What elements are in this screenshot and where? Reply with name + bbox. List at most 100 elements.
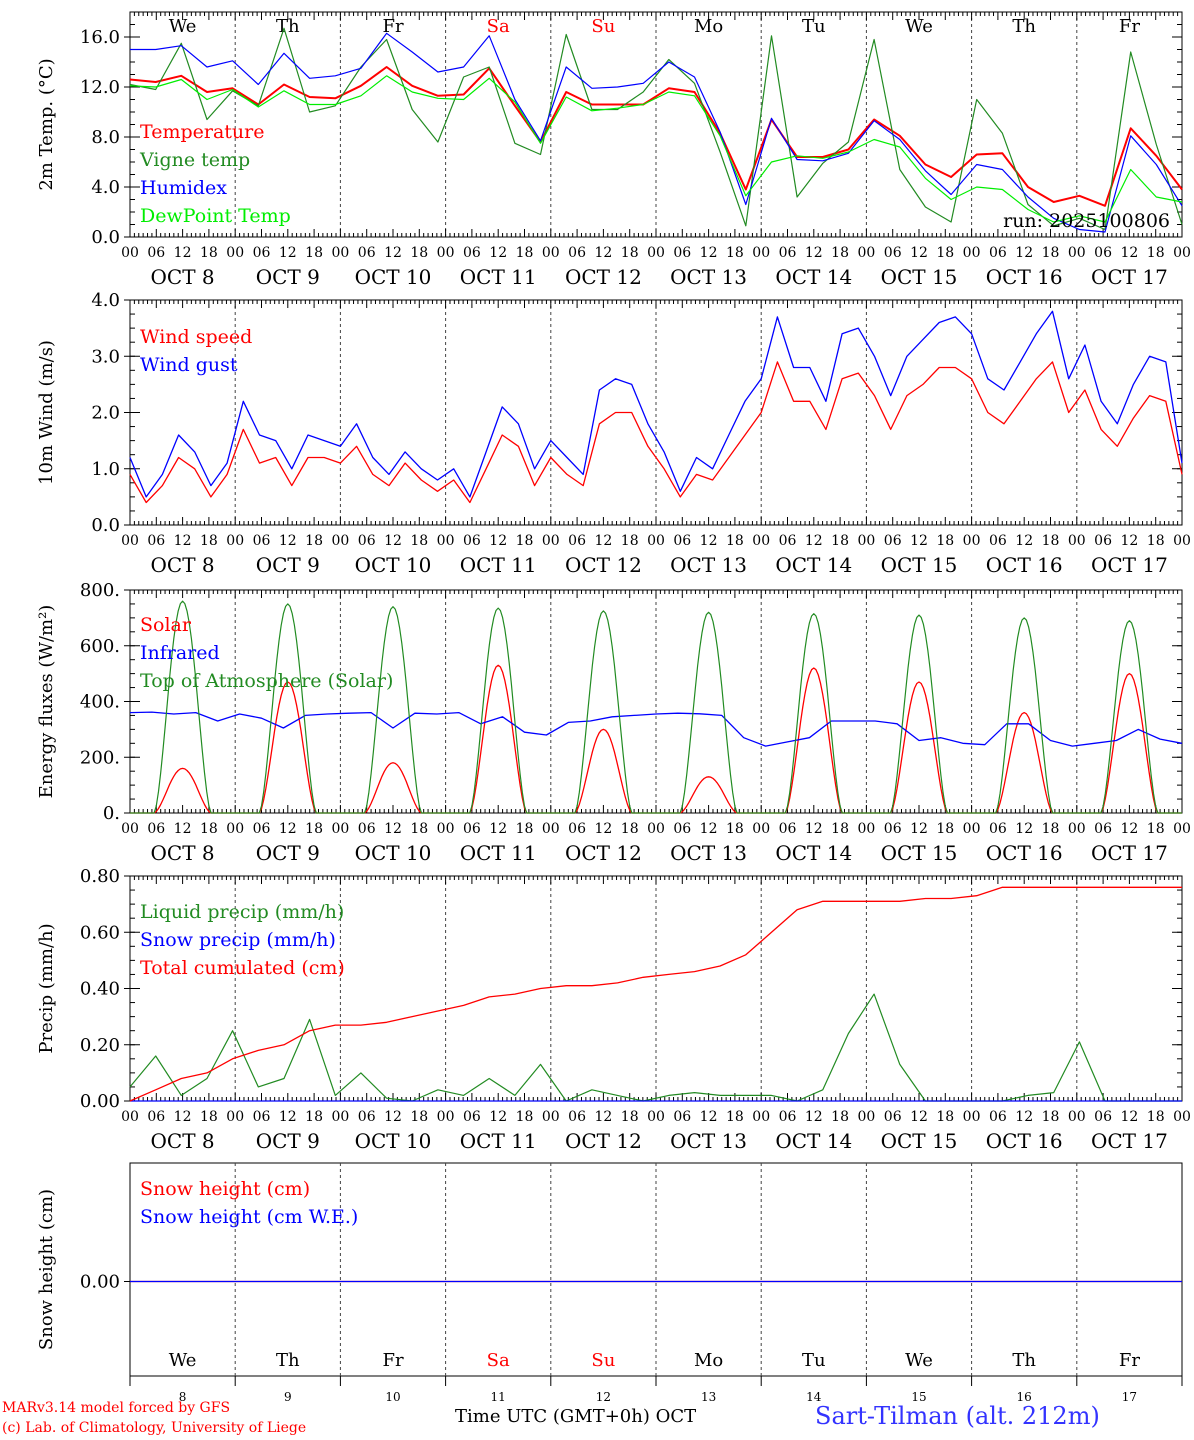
series-line [129, 75, 1183, 223]
x-hour-label: 00 [963, 245, 981, 261]
weekday-label: Fr [382, 1350, 403, 1371]
y-axis-label: 10m Wind (m/s) [36, 340, 57, 485]
day-number-label: 10 [385, 1390, 400, 1404]
x-date-label: OCT 11 [460, 841, 537, 865]
x-date-label: OCT 16 [986, 265, 1063, 289]
x-hour-label: 18 [621, 1109, 639, 1125]
x-hour-label: 00 [647, 533, 665, 549]
x-hour-label: 00 [542, 821, 560, 837]
x-hour-label: 12 [700, 1109, 718, 1125]
x-hour-label: 18 [936, 1109, 954, 1125]
weekday-label: We [905, 16, 933, 37]
x-hour-label: 12 [384, 821, 402, 837]
x-hour-label: 00 [752, 1109, 770, 1125]
series-line [129, 993, 1182, 1102]
x-date-label: OCT 15 [881, 265, 958, 289]
x-hour-label: 00 [226, 1109, 244, 1125]
weekday-label: Su [591, 16, 615, 37]
x-hour-label: 18 [621, 533, 639, 549]
weekday-label: Th [276, 1350, 300, 1371]
x-date-label: OCT 13 [670, 841, 747, 865]
weekday-label: Sa [487, 1350, 510, 1371]
lab-credit-line: (c) Lab. of Climatology, University of L… [2, 1420, 307, 1436]
x-hour-label: 12 [594, 245, 612, 261]
x-hour-label: 12 [489, 821, 507, 837]
x-date-label: OCT 14 [775, 553, 852, 577]
x-hour-label: 18 [726, 245, 744, 261]
x-date-label: OCT 10 [355, 553, 432, 577]
day-number-label: 15 [911, 1390, 926, 1404]
x-date-label: OCT 8 [151, 1129, 215, 1153]
y-tick-label: 0.40 [80, 979, 120, 1000]
x-hour-label: 12 [489, 245, 507, 261]
x-hour-label: 18 [516, 533, 534, 549]
series-line [130, 32, 1183, 233]
y-tick-label: 0.0 [91, 515, 120, 536]
x-hour-label: 00 [121, 821, 139, 837]
x-hour-label: 06 [463, 821, 481, 837]
x-date-label: OCT 13 [670, 265, 747, 289]
x-date-label: OCT 15 [881, 553, 958, 577]
x-hour-label: 06 [253, 821, 271, 837]
x-hour-label: 00 [121, 1109, 139, 1125]
x-hour-label: 00 [437, 533, 455, 549]
x-date-label: OCT 16 [986, 1129, 1063, 1153]
x-hour-label: 12 [1015, 533, 1033, 549]
x-axis-title: Time UTC (GMT+0h) OCT [455, 1406, 697, 1427]
day-number-label: 12 [596, 1390, 611, 1404]
x-hour-label: 06 [673, 1109, 691, 1125]
x-hour-label: 00 [437, 245, 455, 261]
x-hour-label: 00 [331, 1109, 349, 1125]
x-hour-label: 00 [752, 245, 770, 261]
x-hour-label: 12 [700, 533, 718, 549]
x-hour-label: 00 [1068, 533, 1086, 549]
x-hour-label: 06 [1094, 821, 1112, 837]
x-hour-label: 18 [1147, 1109, 1165, 1125]
x-hour-label: 00 [542, 245, 560, 261]
x-date-label: OCT 17 [1091, 1129, 1168, 1153]
x-hour-label: 00 [1173, 821, 1191, 837]
x-hour-label: 00 [121, 533, 139, 549]
y-axis-label: 2m Temp. (°C) [36, 58, 57, 190]
x-hour-label: 00 [437, 821, 455, 837]
weekday-label: We [905, 1350, 933, 1371]
x-hour-label: 00 [647, 1109, 665, 1125]
x-hour-label: 06 [779, 533, 797, 549]
x-hour-label: 00 [1068, 245, 1086, 261]
x-hour-label: 06 [1094, 1109, 1112, 1125]
weekday-label: Fr [1119, 16, 1140, 37]
x-hour-label: 18 [1042, 1109, 1060, 1125]
x-date-label: OCT 10 [355, 841, 432, 865]
y-tick-label: 0. [103, 803, 120, 824]
x-hour-label: 00 [331, 821, 349, 837]
panel-5: 0.00 Snow height (cm) We Th Fr Sa Su Mo Tu We Th Fr… [36, 1162, 1183, 1404]
x-date-label: OCT 13 [670, 1129, 747, 1153]
weekday-label: Mo [694, 1350, 723, 1371]
x-hour-label: 18 [1042, 245, 1060, 261]
x-date-label: OCT 9 [256, 265, 320, 289]
x-hour-label: 00 [226, 533, 244, 549]
x-hour-label: 12 [1120, 1109, 1138, 1125]
x-hour-label: 12 [174, 245, 192, 261]
x-hour-label: 06 [989, 533, 1007, 549]
x-date-label: OCT 11 [460, 1129, 537, 1153]
x-date-label: OCT 16 [986, 841, 1063, 865]
x-hour-label: 18 [305, 821, 323, 837]
x-hour-label: 18 [936, 533, 954, 549]
weekday-label: Tu [802, 1350, 826, 1371]
x-hour-label: 18 [410, 1109, 428, 1125]
x-date-label: OCT 14 [775, 265, 852, 289]
y-tick-label: 1.0 [91, 459, 120, 480]
day-number-label: 14 [806, 1390, 822, 1404]
y-tick-label: 2.0 [91, 403, 120, 424]
x-hour-label: 12 [594, 1109, 612, 1125]
legend-entry: Wind speed [140, 326, 252, 348]
x-hour-label: 12 [279, 533, 297, 549]
x-hour-label: 12 [910, 533, 928, 549]
x-hour-label: 06 [253, 1109, 271, 1125]
legend-entry: Snow height (cm) [140, 1178, 310, 1200]
series-line [129, 711, 1183, 747]
weekday-label: Fr [382, 16, 403, 37]
x-hour-label: 18 [305, 245, 323, 261]
x-hour-label: 00 [752, 821, 770, 837]
